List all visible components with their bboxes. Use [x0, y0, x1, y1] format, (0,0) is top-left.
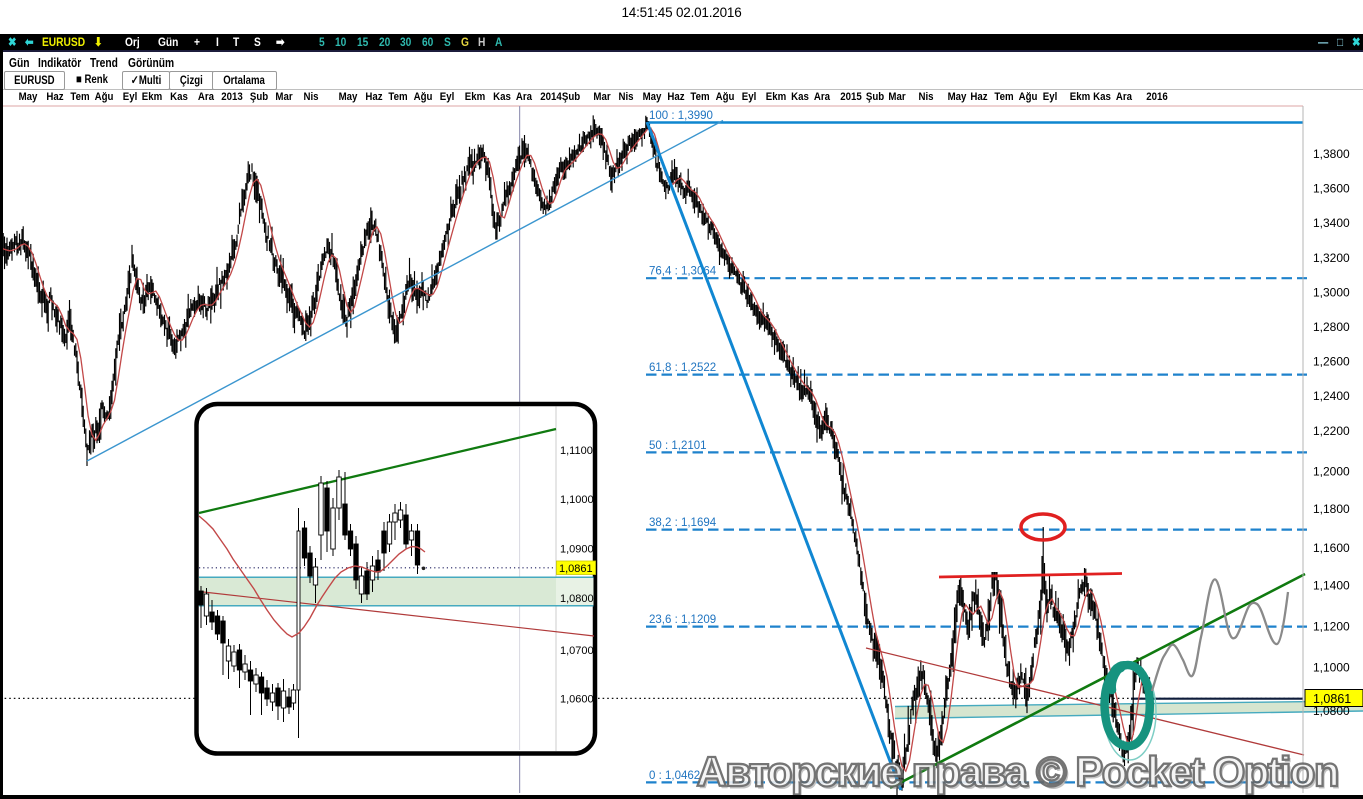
svg-text:1,0861: 1,0861: [559, 563, 593, 575]
svg-text:Авторские права © Pocket Optio: Авторские права © Pocket Option: [699, 751, 1342, 798]
svg-text:1,0900: 1,0900: [560, 544, 594, 556]
svg-text:1,2400: 1,2400: [1313, 389, 1350, 403]
svg-text:1,2200: 1,2200: [1313, 424, 1350, 438]
svg-text:1,1000: 1,1000: [560, 494, 594, 506]
svg-text:1,3600: 1,3600: [1313, 182, 1350, 196]
svg-text:1,2800: 1,2800: [1313, 320, 1350, 334]
svg-text:1,0861: 1,0861: [1313, 692, 1351, 706]
svg-text:1,0600: 1,0600: [560, 694, 594, 706]
svg-text:1,0800: 1,0800: [1313, 704, 1350, 718]
svg-text:1,1600: 1,1600: [1313, 541, 1350, 555]
svg-text:1,2600: 1,2600: [1313, 355, 1350, 369]
svg-text:1,1100: 1,1100: [560, 445, 593, 457]
svg-text:76,4 : 1,3064: 76,4 : 1,3064: [649, 266, 717, 278]
svg-text:1,0800: 1,0800: [560, 593, 594, 605]
svg-text:50 : 1,2101: 50 : 1,2101: [649, 440, 707, 452]
svg-text:1,3400: 1,3400: [1313, 216, 1350, 230]
svg-text:61,8 : 1,2522: 61,8 : 1,2522: [649, 362, 716, 374]
svg-text:Авторские права © Pocket Optio: Авторские права © Pocket Option: [697, 748, 1340, 795]
svg-text:1,1400: 1,1400: [1313, 579, 1350, 593]
svg-text:1,1800: 1,1800: [1313, 502, 1350, 516]
svg-text:0 : 1,0462: 0 : 1,0462: [649, 770, 700, 782]
svg-text:1,2000: 1,2000: [1313, 465, 1350, 479]
svg-text:38,2 : 1,1694: 38,2 : 1,1694: [649, 517, 717, 529]
svg-text:1,0700: 1,0700: [560, 645, 594, 657]
svg-text:1,3000: 1,3000: [1313, 285, 1350, 299]
svg-text:1,3800: 1,3800: [1313, 147, 1350, 161]
svg-text:23,6 : 1,1209: 23,6 : 1,1209: [649, 614, 716, 626]
svg-text:1,1200: 1,1200: [1313, 620, 1350, 634]
svg-text:1,3200: 1,3200: [1313, 251, 1350, 265]
svg-text:1,1000: 1,1000: [1313, 661, 1350, 675]
svg-text:100 : 1,3990: 100 : 1,3990: [649, 110, 713, 122]
